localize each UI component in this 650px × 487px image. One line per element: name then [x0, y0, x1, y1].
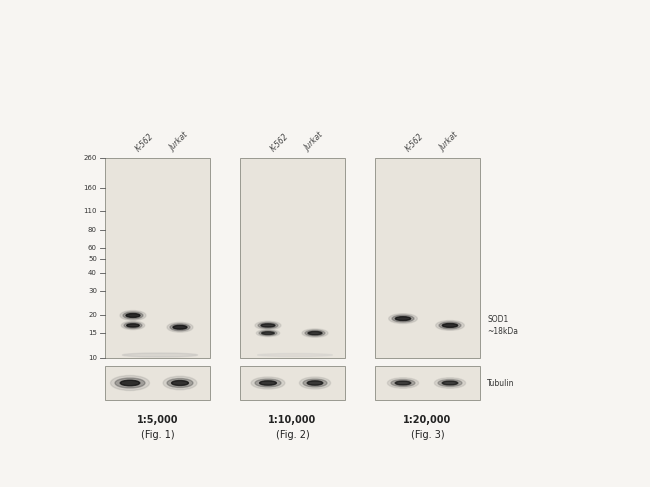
Ellipse shape — [251, 377, 285, 389]
Ellipse shape — [124, 322, 142, 328]
Text: K-562: K-562 — [133, 131, 155, 153]
Ellipse shape — [391, 379, 415, 387]
Ellipse shape — [307, 381, 323, 385]
Text: 15: 15 — [88, 330, 97, 336]
Ellipse shape — [262, 332, 274, 335]
Text: Tubulin: Tubulin — [487, 378, 515, 388]
Text: Jurkat: Jurkat — [168, 131, 190, 153]
Ellipse shape — [120, 311, 146, 320]
Text: 110: 110 — [83, 208, 97, 214]
Bar — [105, 158, 210, 358]
Ellipse shape — [438, 379, 462, 387]
Ellipse shape — [170, 324, 190, 331]
Text: (Fig. 2): (Fig. 2) — [276, 430, 309, 440]
Ellipse shape — [120, 380, 140, 386]
Ellipse shape — [302, 329, 328, 337]
Bar — [105, 366, 210, 400]
Text: 160: 160 — [83, 185, 97, 191]
Ellipse shape — [261, 324, 275, 327]
Text: (Fig. 1): (Fig. 1) — [140, 430, 174, 440]
Text: 260: 260 — [84, 155, 97, 161]
Ellipse shape — [127, 324, 139, 327]
Ellipse shape — [163, 376, 197, 390]
Ellipse shape — [257, 354, 333, 356]
Ellipse shape — [111, 375, 150, 391]
Ellipse shape — [258, 322, 278, 328]
Ellipse shape — [256, 330, 280, 337]
Text: (Fig. 3): (Fig. 3) — [411, 430, 445, 440]
Text: 30: 30 — [88, 287, 97, 294]
Ellipse shape — [439, 322, 461, 329]
Text: Jurkat: Jurkat — [438, 131, 460, 153]
Ellipse shape — [442, 381, 458, 385]
Ellipse shape — [255, 321, 281, 330]
Text: 1:10,000: 1:10,000 — [268, 415, 317, 425]
Text: 40: 40 — [88, 270, 97, 276]
Ellipse shape — [300, 377, 331, 389]
Ellipse shape — [173, 325, 187, 329]
Ellipse shape — [167, 378, 193, 388]
Ellipse shape — [122, 353, 198, 357]
Ellipse shape — [389, 314, 417, 323]
Ellipse shape — [392, 315, 414, 322]
Bar — [240, 158, 345, 358]
Ellipse shape — [259, 331, 277, 336]
Bar — [240, 366, 345, 400]
Ellipse shape — [255, 379, 281, 387]
Bar — [375, 366, 480, 400]
Text: K-562: K-562 — [268, 131, 290, 153]
Text: 80: 80 — [88, 227, 97, 233]
Ellipse shape — [395, 381, 411, 385]
Ellipse shape — [123, 312, 143, 319]
Text: 1:5,000: 1:5,000 — [136, 415, 178, 425]
Text: 1:20,000: 1:20,000 — [404, 415, 452, 425]
Text: 10: 10 — [88, 355, 97, 361]
Ellipse shape — [115, 378, 145, 388]
Ellipse shape — [395, 317, 411, 320]
Text: SOD1
~18kDa: SOD1 ~18kDa — [487, 315, 518, 336]
Text: Jurkat: Jurkat — [303, 131, 325, 153]
Text: 60: 60 — [88, 245, 97, 251]
Text: 20: 20 — [88, 313, 97, 318]
Ellipse shape — [434, 378, 465, 388]
Ellipse shape — [172, 380, 188, 386]
Ellipse shape — [308, 332, 322, 335]
Bar — [375, 158, 480, 358]
Ellipse shape — [303, 379, 327, 387]
Ellipse shape — [436, 320, 464, 330]
Ellipse shape — [387, 378, 419, 388]
Ellipse shape — [259, 381, 276, 385]
Ellipse shape — [442, 323, 458, 327]
Ellipse shape — [305, 330, 325, 336]
Text: 50: 50 — [88, 256, 97, 262]
Text: K-562: K-562 — [404, 131, 425, 153]
Ellipse shape — [122, 321, 145, 330]
Ellipse shape — [126, 314, 140, 318]
Ellipse shape — [167, 322, 193, 332]
